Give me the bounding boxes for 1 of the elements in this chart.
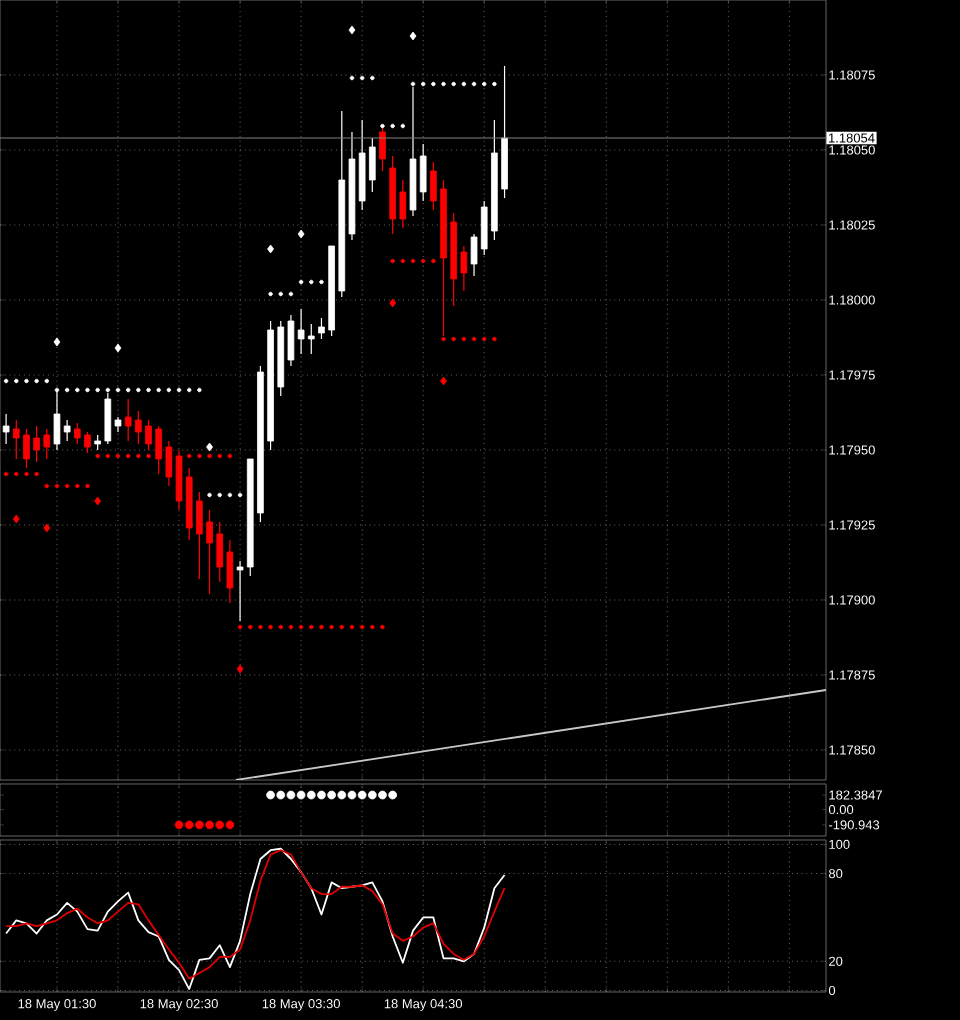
candlestick [2,413,10,445]
